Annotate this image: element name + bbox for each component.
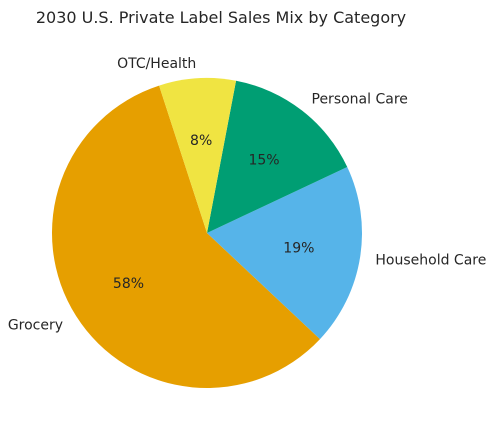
slice-percent-grocery: 58% [113, 276, 144, 292]
slice-percent-labels: 58% 19% 15% 8% [113, 133, 315, 292]
pie-slice-household-care [207, 167, 363, 340]
pie-slices [51, 78, 363, 389]
slice-percent-otc-health: 8% [190, 133, 212, 149]
pie-slice-personal-care [207, 80, 348, 233]
slice-percent-personal-care: 15% [248, 153, 279, 169]
slice-label-household-care: Household Care [375, 253, 486, 269]
slice-label-personal-care: Personal Care [312, 91, 408, 107]
slice-label-grocery: Grocery [8, 317, 63, 333]
chart-title: 2030 U.S. Private Label Sales Mix by Cat… [36, 8, 406, 27]
pie-slice-otc-health [159, 78, 237, 233]
slice-label-otc-health: OTC/Health [117, 56, 196, 72]
slice-percent-household-care: 19% [283, 241, 314, 257]
pie-slice-grocery [51, 85, 320, 389]
slice-category-labels: Grocery Household Care Personal Care OTC/He… [8, 56, 487, 334]
